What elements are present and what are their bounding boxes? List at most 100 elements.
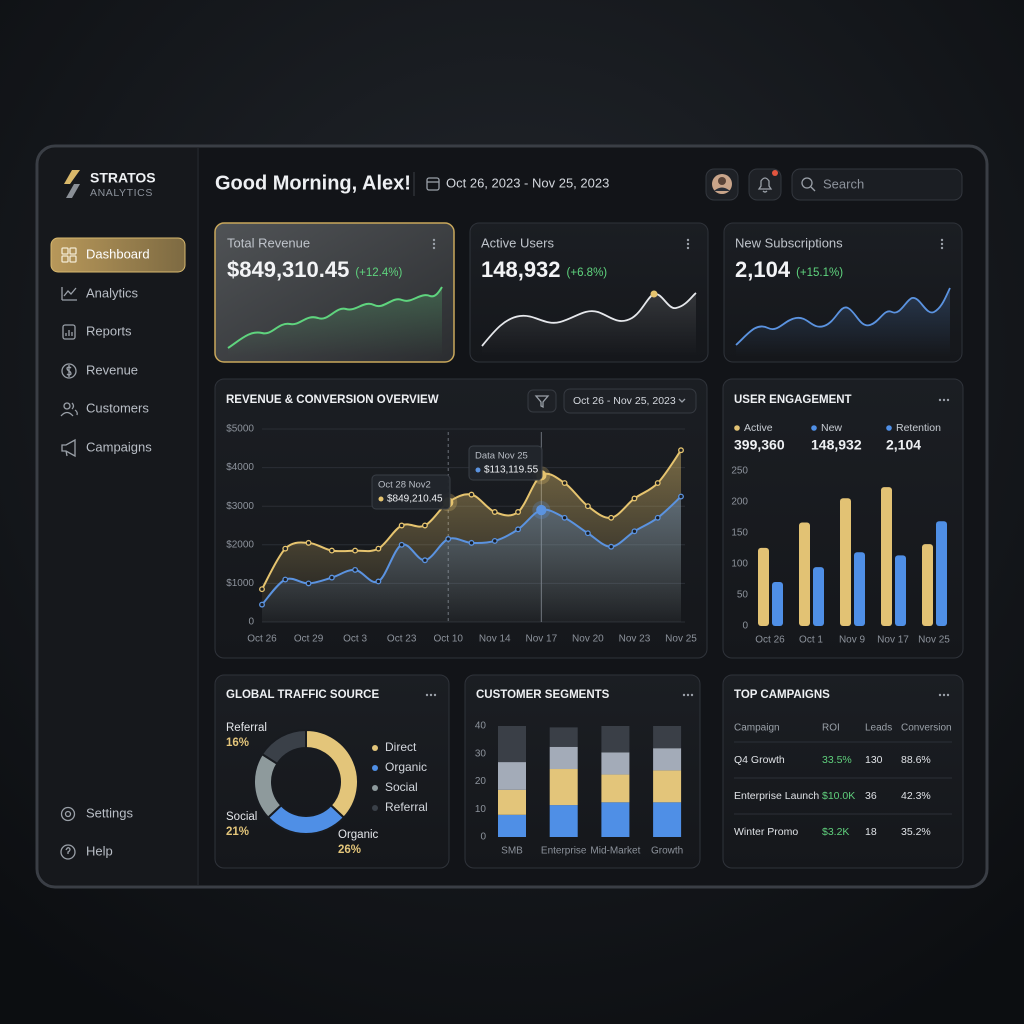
sparkline-area <box>228 287 442 356</box>
slice-name: Social <box>226 811 257 823</box>
date-filter[interactable] <box>563 388 697 414</box>
nav-customers[interactable]: Customers <box>60 400 149 417</box>
nav-campaigns[interactable]: Campaigns <box>61 438 152 458</box>
tooltip-title: Data Nov 25 <box>475 451 528 462</box>
data-point <box>259 586 265 593</box>
nav-reports[interactable]: Reports <box>62 323 132 340</box>
data-point <box>328 547 335 554</box>
nav-label[interactable]: Campaigns <box>86 439 152 454</box>
bar <box>799 522 810 626</box>
menu-dot[interactable] <box>942 398 946 402</box>
filter-button[interactable] <box>527 389 557 413</box>
menu-dot[interactable] <box>425 693 429 697</box>
nav-label[interactable]: Settings <box>86 805 133 820</box>
nav-help[interactable]: Help <box>60 843 113 860</box>
sparkline-area <box>736 288 950 356</box>
kpi-value: 2,104 <box>735 257 791 282</box>
nav-label[interactable]: Help <box>86 843 113 858</box>
sparkline <box>735 287 951 346</box>
data-point <box>631 528 638 535</box>
menu-dot[interactable] <box>940 238 944 242</box>
nav-label[interactable]: Customers <box>86 400 149 415</box>
kpi-change: (+12.4%) <box>355 267 402 279</box>
menu-dot[interactable] <box>686 246 690 250</box>
menu-dot[interactable] <box>432 242 436 246</box>
nav-settings[interactable]: Settings <box>60 805 134 822</box>
bar <box>922 544 933 626</box>
date-filter-label[interactable]: Oct 26 - Nov 25, 2023 <box>573 395 676 407</box>
notifications-button[interactable] <box>748 168 782 201</box>
nav-label[interactable]: Analytics <box>86 285 139 300</box>
menu-dot[interactable] <box>432 246 436 250</box>
tooltip <box>371 474 451 510</box>
legend-value: 2,104 <box>886 437 921 453</box>
search-placeholder[interactable]: Search <box>823 176 864 191</box>
sparkline <box>481 292 697 347</box>
data-point <box>654 514 661 521</box>
legend-swatch <box>372 785 378 791</box>
y-tick-label: $4000 <box>226 462 254 473</box>
x-tick-label: Nov 17 <box>877 635 909 646</box>
bar-segment <box>653 726 682 749</box>
chart-title: USER ENGAGEMENT <box>734 394 852 406</box>
menu-dot[interactable] <box>940 246 944 250</box>
data-point <box>282 576 289 583</box>
bar <box>772 581 783 626</box>
column-header: ROI <box>822 723 840 734</box>
kpi-change: (+6.8%) <box>567 267 608 279</box>
table-cell: 18 <box>865 826 877 838</box>
x-tick-label: Mid-Market <box>590 846 640 857</box>
legend-label: Referral <box>385 800 428 814</box>
active-nav-background <box>50 237 186 273</box>
data-point <box>584 503 591 510</box>
nav-label[interactable]: Reports <box>86 323 132 338</box>
legend-swatch <box>372 805 378 811</box>
nav-label[interactable]: Revenue <box>86 362 138 377</box>
menu-dot[interactable] <box>686 238 690 242</box>
bar <box>881 487 892 626</box>
nav-analytics[interactable]: Analytics <box>61 285 139 301</box>
data-point <box>305 539 312 546</box>
data-point <box>468 539 475 546</box>
menu-dot[interactable] <box>942 693 946 697</box>
menu-dot[interactable] <box>946 693 950 697</box>
search-box[interactable] <box>791 168 963 201</box>
x-tick-label: Enterprise <box>541 846 587 857</box>
menu-dot[interactable] <box>938 693 942 697</box>
data-point <box>421 522 428 529</box>
data-point <box>352 547 359 554</box>
y-tick-label: 50 <box>737 590 749 601</box>
logo-mark <box>66 184 80 198</box>
x-tick-label: Oct 26 <box>755 635 785 646</box>
slice-name: Referral <box>226 722 267 734</box>
bar <box>895 555 906 626</box>
menu-dot[interactable] <box>432 238 436 242</box>
date-range[interactable]: Oct 26, 2023 - Nov 25, 2023 <box>446 175 609 190</box>
bar <box>813 567 824 626</box>
bar <box>854 552 865 626</box>
chart-title: GLOBAL TRAFFIC SOURCE <box>226 689 379 701</box>
nav-revenue[interactable]: Revenue <box>61 362 138 379</box>
legend-label: Social <box>385 780 418 794</box>
menu-dot[interactable] <box>690 693 694 697</box>
legend-label: Direct <box>385 740 417 754</box>
nav-label[interactable]: Dashboard <box>86 246 150 261</box>
chart-title: CUSTOMER SEGMENTS <box>476 689 610 701</box>
tooltip <box>468 445 543 481</box>
menu-dot[interactable] <box>940 242 944 246</box>
nav-dashboard[interactable]: Dashboard <box>61 246 150 263</box>
menu-dot[interactable] <box>433 693 437 697</box>
kpi-label: Total Revenue <box>227 235 310 250</box>
menu-dot[interactable] <box>686 693 690 697</box>
data-point <box>375 545 382 552</box>
bar-segment <box>653 802 682 837</box>
bell-icon <box>757 177 773 193</box>
menu-dot[interactable] <box>946 398 950 402</box>
data-point <box>561 480 568 486</box>
data-point <box>491 537 498 544</box>
menu-dot[interactable] <box>682 693 686 697</box>
bar-segment <box>549 805 578 837</box>
menu-dot[interactable] <box>429 693 433 697</box>
menu-dot[interactable] <box>686 242 690 246</box>
menu-dot[interactable] <box>938 398 942 402</box>
